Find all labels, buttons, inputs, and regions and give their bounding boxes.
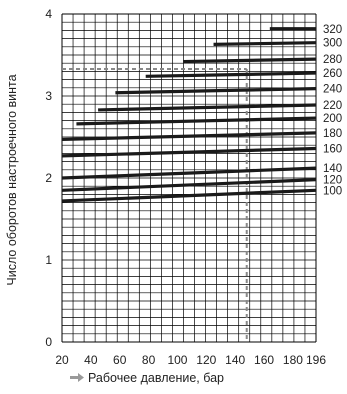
series-line-140 bbox=[61, 166, 317, 180]
series-line-300 bbox=[213, 41, 317, 46]
y-axis-title: Число оборотов настроечного винта bbox=[5, 74, 19, 285]
x-axis-title: Рабочее давление, бар bbox=[88, 371, 224, 385]
series-line-260 bbox=[145, 71, 317, 78]
series-line-160 bbox=[61, 146, 317, 158]
series-line-240 bbox=[115, 87, 317, 95]
series-line-280 bbox=[183, 57, 317, 64]
series-label-300: 300 bbox=[323, 38, 342, 50]
x-tick-label: 80 bbox=[142, 353, 156, 367]
y-tick-label: 2 bbox=[45, 171, 52, 185]
series-label-100: 100 bbox=[323, 185, 342, 197]
x-tick-label: 100 bbox=[167, 353, 187, 367]
x-tick-label: 40 bbox=[84, 353, 98, 367]
x-tick-label: 120 bbox=[196, 353, 216, 367]
series-line-180 bbox=[61, 131, 317, 142]
x-tick-label: 180 bbox=[283, 353, 303, 367]
series-label-260: 260 bbox=[323, 68, 342, 80]
x-tick-labels: 20 40 60 80 100 120 140 160 180 196 bbox=[55, 353, 326, 367]
series-label-200: 200 bbox=[323, 113, 342, 125]
series-label-140: 140 bbox=[323, 163, 342, 175]
x-tick-label: 140 bbox=[225, 353, 245, 367]
x-axis-title-group: Рабочее давление, бар bbox=[70, 371, 224, 385]
arrow-right-icon bbox=[70, 373, 84, 382]
series-label-120: 120 bbox=[323, 175, 342, 187]
series-label-160: 160 bbox=[323, 143, 342, 155]
series-line-200 bbox=[76, 116, 317, 126]
reference-lines bbox=[62, 67, 248, 342]
y-tick-labels: 0 1 2 3 4 bbox=[45, 7, 52, 349]
x-tick-label: 20 bbox=[55, 353, 69, 367]
series-line-120 bbox=[61, 178, 317, 192]
series-line-100 bbox=[61, 188, 317, 203]
series-label-320: 320 bbox=[323, 24, 342, 36]
y-tick-label: 0 bbox=[45, 335, 52, 349]
series-lines bbox=[61, 27, 317, 203]
y-tick-label: 1 bbox=[45, 253, 52, 267]
series-label-180: 180 bbox=[323, 128, 342, 140]
series-label-240: 240 bbox=[323, 84, 342, 96]
series-label-280: 280 bbox=[323, 54, 342, 66]
x-tick-label: 60 bbox=[113, 353, 127, 367]
y-tick-label: 3 bbox=[45, 89, 52, 103]
y-tick-label: 4 bbox=[45, 7, 52, 21]
series-label-220: 220 bbox=[323, 100, 342, 112]
x-tick-label: 160 bbox=[254, 353, 274, 367]
x-tick-label: 196 bbox=[306, 353, 326, 367]
series-line-220 bbox=[98, 103, 317, 112]
